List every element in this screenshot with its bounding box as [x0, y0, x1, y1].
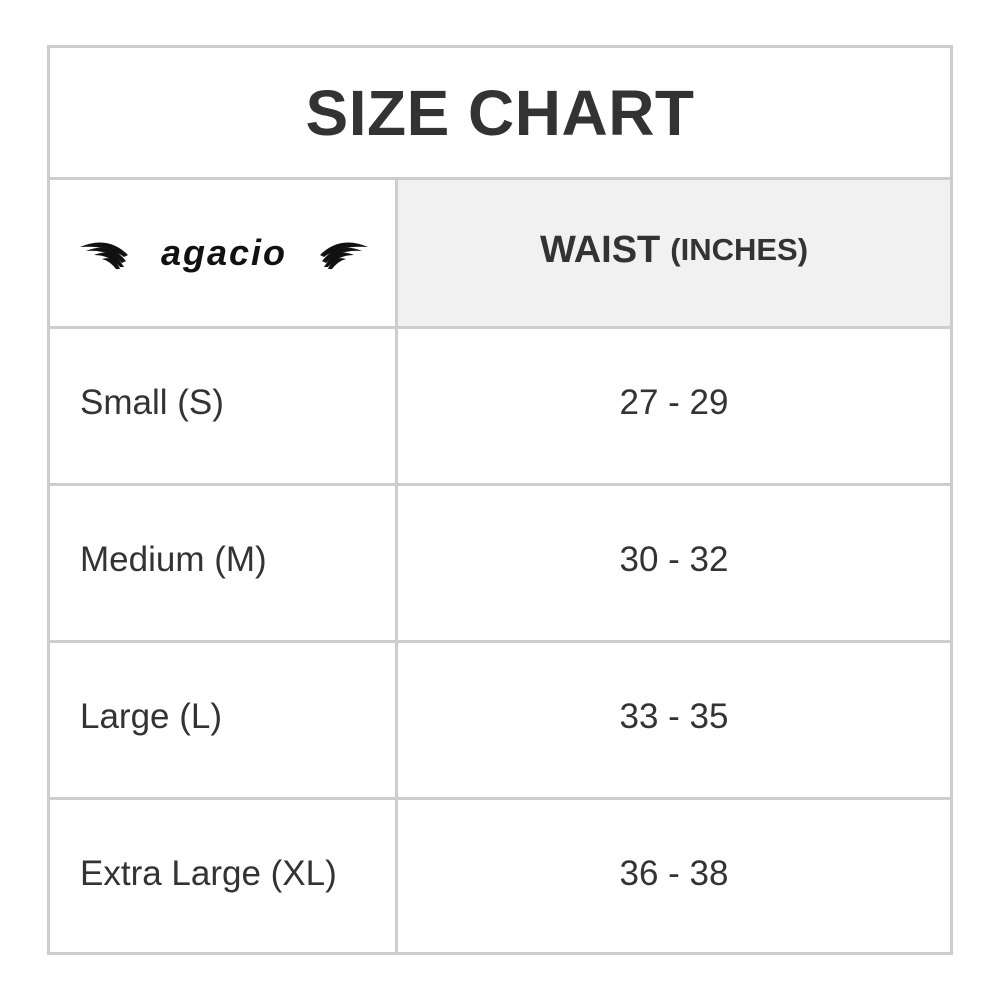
size-cell: Large (L)	[50, 643, 398, 797]
waist-cell: 33 - 35	[398, 643, 950, 797]
waist-cell: 36 - 38	[398, 800, 950, 954]
size-label: Large (L)	[80, 697, 223, 736]
waist-cell: 27 - 29	[398, 329, 950, 483]
waist-value: 33 - 35	[619, 697, 729, 736]
size-cell: Extra Large (XL)	[50, 800, 398, 954]
unit-label: (INCHES)	[670, 232, 809, 267]
table-row: Small (S) 27 - 29	[50, 329, 950, 486]
header-row: agacio WAIST (INCHES)	[50, 180, 950, 329]
waist-value: 36 - 38	[619, 854, 729, 893]
size-cell: Medium (M)	[50, 486, 398, 640]
size-chart-table: SIZE CHART agacio WAIST (INCHES)	[47, 45, 953, 955]
page-title: SIZE CHART	[50, 48, 950, 180]
size-label: Medium (M)	[80, 540, 267, 579]
size-label: Small (S)	[80, 383, 224, 422]
waist-cell: 30 - 32	[398, 486, 950, 640]
size-label: Extra Large (XL)	[80, 854, 337, 893]
waist-value: 30 - 32	[619, 540, 729, 579]
table-row: Extra Large (XL) 36 - 38	[50, 800, 950, 954]
table-row: Large (L) 33 - 35	[50, 643, 950, 800]
size-cell: Small (S)	[50, 329, 398, 483]
logo-text: agacio	[161, 233, 287, 273]
brand-logo: agacio	[50, 180, 398, 326]
agacio-logo-icon: agacio	[80, 233, 368, 273]
table-row: Medium (M) 30 - 32	[50, 486, 950, 643]
waist-value: 27 - 29	[619, 383, 729, 422]
waist-column-header: WAIST (INCHES)	[398, 180, 950, 326]
waist-label: WAIST	[539, 228, 661, 271]
